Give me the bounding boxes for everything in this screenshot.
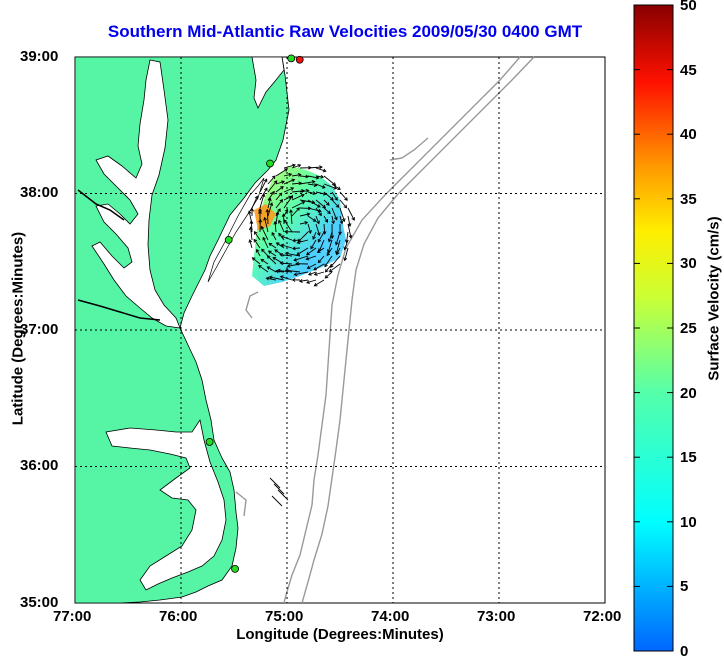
- colorbar-tick-label: 0: [680, 643, 688, 660]
- station-marker: [225, 236, 232, 243]
- x-tick-label: 77:00: [53, 608, 91, 625]
- x-axis-title: Longitude (Degrees:Minutes): [75, 626, 605, 643]
- colorbar-tick-label: 20: [680, 385, 697, 402]
- x-tick-label: 75:00: [265, 608, 303, 625]
- station-marker: [232, 565, 239, 572]
- colorbar-title: Surface Velocity (cm/s): [706, 204, 723, 394]
- colorbar-tick-label: 10: [680, 514, 697, 531]
- station-marker: [296, 56, 303, 63]
- x-tick-label: 76:00: [159, 608, 197, 625]
- y-tick-label: 38:00: [20, 184, 58, 201]
- colorbar-tick-label: 35: [680, 191, 697, 208]
- colorbar-tick-label: 40: [680, 126, 697, 143]
- y-axis-title: Latitude (Degrees:Minutes): [10, 229, 27, 429]
- colorbar-tick-label: 30: [680, 255, 697, 272]
- station-marker: [206, 438, 213, 445]
- colorbar-tick-label: 45: [680, 62, 697, 79]
- y-tick-label: 36:00: [20, 457, 58, 474]
- x-tick-label: 72:00: [583, 608, 621, 625]
- colorbar-tick-label: 50: [680, 0, 697, 14]
- station-marker: [288, 55, 295, 62]
- colorbar-tick-label: 5: [680, 578, 688, 595]
- y-tick-label: 39:00: [20, 48, 58, 65]
- colorbar-tick-label: 25: [680, 320, 697, 337]
- x-tick-label: 74:00: [371, 608, 409, 625]
- station-marker: [267, 160, 274, 167]
- x-tick-label: 73:00: [477, 608, 515, 625]
- colorbar-tick-label: 15: [680, 449, 697, 466]
